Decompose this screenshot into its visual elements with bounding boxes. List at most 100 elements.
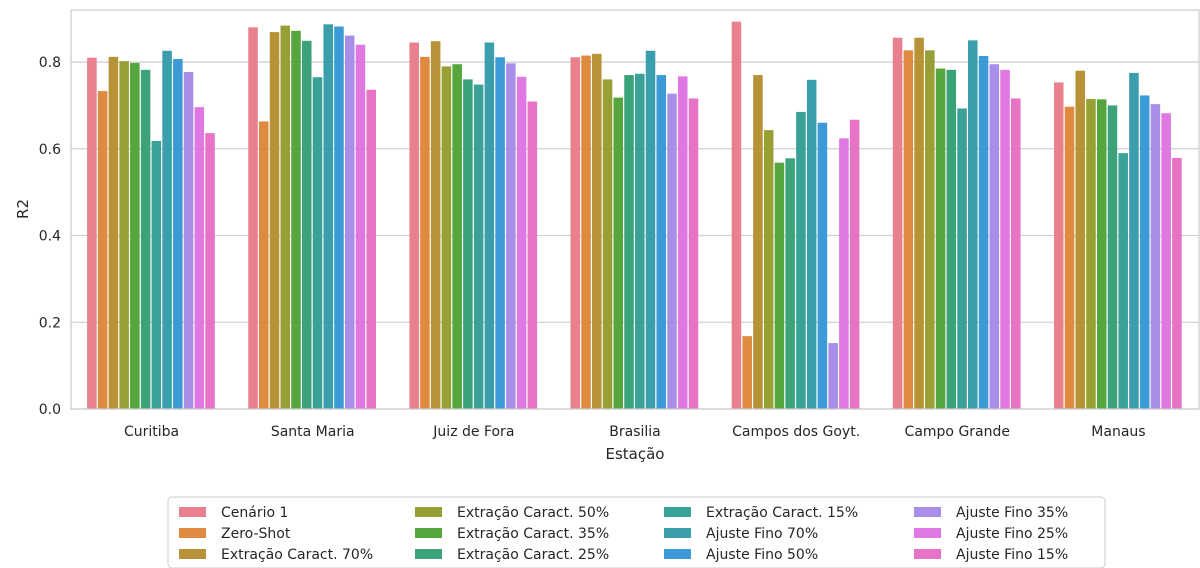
- legend-swatch: [664, 528, 691, 538]
- legend-swatch: [415, 549, 442, 559]
- bar: [312, 77, 323, 409]
- bar: [506, 63, 516, 409]
- bar: [323, 24, 333, 410]
- bar: [194, 107, 205, 409]
- legend-label: Extração Caract. 15%: [706, 505, 858, 521]
- legend-label: Ajuste Fino 25%: [956, 526, 1068, 542]
- bar: [291, 30, 301, 410]
- bar: [989, 64, 1000, 409]
- bar: [645, 50, 656, 409]
- legend-swatch: [415, 507, 442, 517]
- y-tick-label: 0.0: [39, 402, 61, 418]
- bar: [463, 79, 473, 410]
- bar: [656, 75, 667, 409]
- bar: [1000, 69, 1010, 409]
- bar: [1118, 153, 1128, 409]
- x-tick-label: Campo Grande: [905, 424, 1010, 440]
- bar: [259, 121, 269, 410]
- x-tick-labels: Curitiba Santa Maria Juiz de Fora Brasilia C…: [124, 424, 1146, 440]
- bar: [344, 35, 355, 409]
- bar: [334, 26, 344, 409]
- bar: [205, 133, 215, 410]
- bar: [1172, 157, 1182, 409]
- legend-label: Ajuste Fino 50%: [706, 547, 818, 563]
- bar: [903, 50, 914, 410]
- bar: [677, 76, 688, 409]
- bar: [301, 40, 312, 410]
- bar: [119, 61, 129, 409]
- bar: [130, 62, 140, 410]
- legend-swatch: [914, 507, 941, 517]
- bar: [968, 40, 978, 409]
- bar: [688, 98, 699, 410]
- bar: [366, 89, 376, 410]
- legend-swatch: [664, 549, 691, 559]
- legend-label: Extração Caract. 50%: [457, 505, 609, 521]
- bar: [570, 57, 581, 409]
- bar: [1053, 82, 1064, 409]
- bar: [1139, 95, 1150, 409]
- legend-swatch: [914, 528, 941, 538]
- bar: [183, 72, 194, 409]
- bar: [849, 119, 860, 409]
- bar: [1129, 72, 1139, 410]
- y-tick-labels: 0.0 0.2 0.4 0.6 0.8: [39, 55, 61, 418]
- bar: [925, 50, 935, 410]
- bar: [495, 57, 505, 409]
- bar: [441, 66, 452, 409]
- legend-swatch: [914, 549, 941, 559]
- bar: [667, 93, 677, 410]
- bar: [280, 25, 291, 410]
- y-tick-label: 0.2: [39, 315, 61, 331]
- legend-label: Extração Caract. 70%: [221, 547, 373, 563]
- bar: [839, 138, 849, 410]
- x-tick-label: Campos dos Goyt.: [732, 424, 860, 440]
- bar: [635, 73, 645, 409]
- bar: [1150, 104, 1161, 410]
- bar: [162, 50, 172, 409]
- bar: [914, 37, 924, 409]
- bar: [796, 111, 806, 409]
- x-tick-label: Manaus: [1091, 424, 1145, 440]
- bar: [151, 140, 162, 410]
- x-tick-label: Juiz de Fora: [432, 424, 514, 440]
- legend-swatch: [415, 528, 442, 538]
- bar: [763, 130, 774, 409]
- bar: [355, 44, 366, 410]
- bar: [624, 75, 634, 409]
- bar: [946, 69, 957, 409]
- bars: [87, 21, 1182, 410]
- bar: [613, 97, 624, 410]
- bar: [581, 55, 591, 409]
- bar: [516, 76, 527, 410]
- bar: [269, 32, 280, 410]
- y-tick-label: 0.6: [39, 142, 61, 158]
- x-tick-label: Brasilia: [609, 424, 660, 440]
- bar: [935, 68, 946, 409]
- bar: [731, 21, 742, 410]
- bar: [602, 79, 613, 410]
- legend-swatch: [179, 528, 206, 538]
- bar: [828, 343, 838, 409]
- legend-label: Ajuste Fino 70%: [706, 526, 818, 542]
- legend-frame: [167, 496, 1106, 568]
- bar: [1075, 70, 1085, 409]
- bar: [774, 162, 785, 409]
- legend-label: Ajuste Fino 15%: [956, 547, 1068, 563]
- bar: [753, 75, 763, 409]
- bar: [473, 84, 484, 410]
- bar: [957, 108, 967, 409]
- bar: [806, 79, 817, 409]
- bar: [452, 64, 462, 409]
- legend-label: Cenário 1: [221, 505, 288, 521]
- bar: [742, 336, 752, 409]
- x-tick-label: Curitiba: [124, 424, 179, 440]
- legend-swatch: [179, 507, 206, 517]
- bar: [1161, 113, 1171, 409]
- y-tick-label: 0.8: [39, 55, 61, 71]
- bar: [97, 91, 108, 410]
- y-tick-label: 0.4: [39, 229, 61, 245]
- legend-label: Ajuste Fino 35%: [956, 505, 1068, 521]
- bar: [527, 101, 538, 410]
- bar: [140, 69, 151, 409]
